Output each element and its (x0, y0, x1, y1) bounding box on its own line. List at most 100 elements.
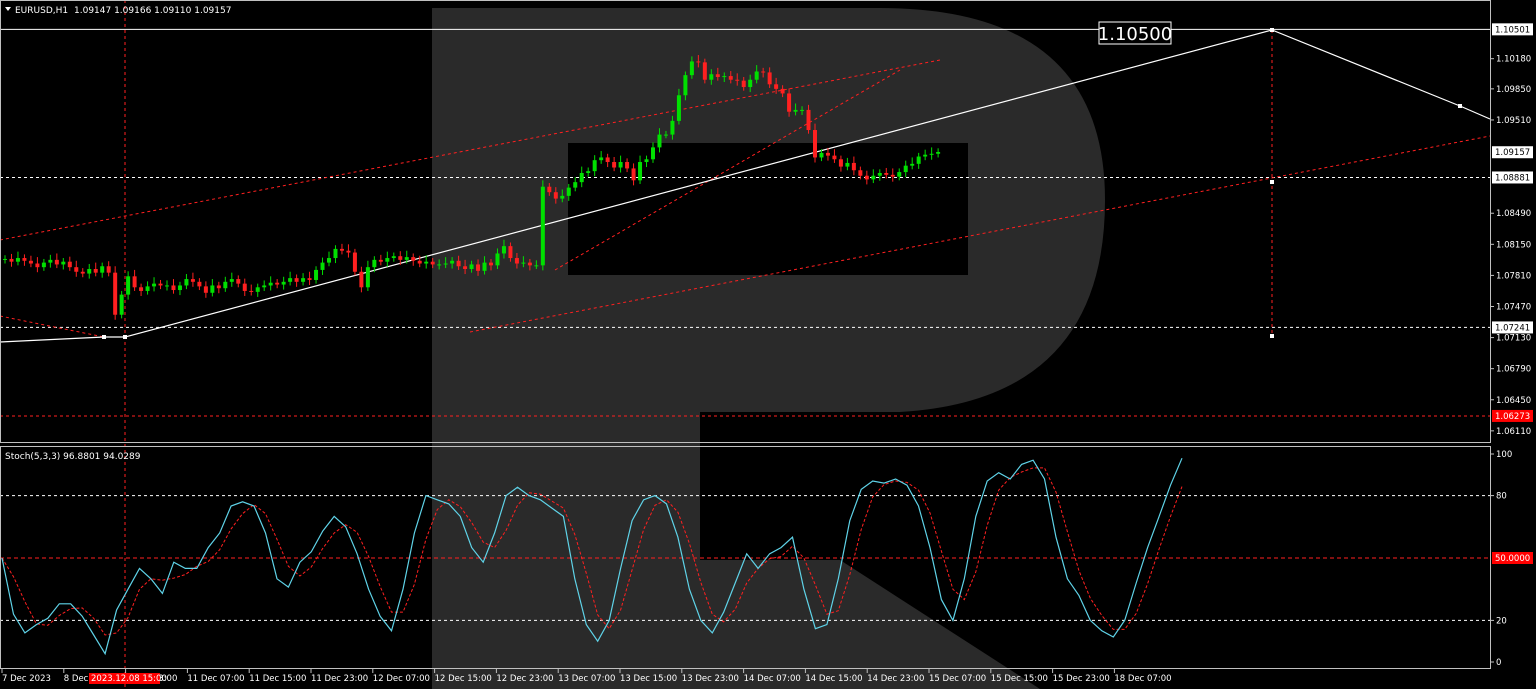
target-label-box (1098, 21, 1172, 45)
candle-body (35, 263, 40, 268)
candle-body (748, 79, 753, 88)
candle-body (437, 264, 442, 266)
candle-body (352, 252, 357, 272)
anchor-point (1270, 334, 1274, 338)
candle-body (793, 109, 798, 112)
price-marker-label: 1.06273 (1495, 412, 1530, 422)
candle-body (54, 259, 59, 265)
price-tick-label: 1.09850 (1496, 85, 1531, 95)
candle-body (424, 261, 429, 264)
stoch-level-marker: 50.0000 (1495, 554, 1530, 564)
candle-body (456, 260, 461, 267)
price-marker-box (1492, 146, 1533, 159)
price-marker-box (1492, 171, 1533, 184)
candle-body (327, 258, 331, 263)
candle-body (489, 262, 493, 266)
candle-body (884, 172, 889, 175)
time-tick-label: 15 Dec 07:00 (929, 674, 986, 684)
candle-body (106, 266, 111, 273)
time-tick-label: 13 Dec 15:00 (620, 674, 677, 684)
candle-body (398, 256, 403, 260)
candle-body (651, 147, 655, 160)
candle-body (100, 266, 105, 273)
time-tick-label: 11 Dec 23:00 (311, 674, 368, 684)
candle-body (482, 262, 487, 271)
candle-body (288, 278, 293, 282)
candle-body (139, 287, 144, 291)
time-tick-label: 18 Dec 07:00 (1114, 674, 1171, 684)
candle-body (411, 257, 416, 261)
candle-body (715, 74, 720, 77)
candle-body (249, 290, 254, 292)
price-tick-label: 1.06790 (1496, 365, 1531, 375)
candle-body (534, 265, 539, 267)
anchor-point (1270, 28, 1274, 32)
candle-body (378, 259, 383, 262)
time-tick-label: 12 Dec 23:00 (496, 674, 553, 684)
stochastic-axis: 100 80 20 0 50.0000 (1490, 450, 1533, 668)
price-marker-label: 1.07241 (1495, 323, 1530, 333)
candle-body (236, 279, 241, 284)
candle-body (80, 271, 85, 274)
candle-body (417, 260, 422, 264)
candle-body (670, 120, 675, 135)
candle-body (15, 258, 20, 262)
candle-body (359, 271, 364, 288)
price-panel (0, 0, 1491, 689)
stoch-tick-label: 80 (1496, 492, 1507, 502)
candle-body (28, 260, 33, 264)
candle-body (87, 269, 92, 274)
candle-body (871, 175, 876, 180)
candle-body (339, 248, 344, 251)
time-tick-label: 11 Dec 07:00 (187, 674, 244, 684)
price-tick-label: 1.06450 (1496, 396, 1531, 406)
candle-body (177, 285, 182, 291)
candle-body (689, 61, 694, 76)
time-tick-label: 8 Dec (64, 674, 89, 684)
forecast-line (0, 29, 1491, 343)
price-tick-label: 1.07810 (1496, 271, 1531, 281)
candle-body (903, 165, 908, 173)
candle-body (203, 286, 208, 293)
candle-body (825, 152, 830, 156)
candle-body (605, 157, 610, 163)
time-tick-label: 15 Dec 15:00 (991, 674, 1048, 684)
stochastic-label: Stoch(5,3,3) 96.8801 94.0289 (5, 452, 141, 462)
price-axis: 1.10180 1.09850 1.09510 1.08490 1.08150 1.078… (1490, 23, 1533, 437)
candle-body (184, 279, 189, 286)
candle-body (190, 279, 195, 282)
price-tick-label: 1.07130 (1496, 334, 1531, 344)
candle-body (631, 168, 636, 181)
candle-body (676, 95, 681, 121)
stoch-tick-label: 0 (1496, 658, 1501, 668)
candle-body (223, 281, 228, 289)
candle-body (838, 159, 843, 167)
price-marker-label: 1.08881 (1495, 173, 1530, 183)
chevron-down-icon[interactable] (5, 7, 11, 11)
candle-body (197, 281, 202, 287)
candle-body (612, 162, 617, 168)
candle-body (774, 84, 779, 89)
candle-body (722, 76, 727, 78)
candle-body (301, 278, 306, 282)
time-tick-label: 11 Dec 15:00 (249, 674, 306, 684)
candle-body (501, 246, 506, 254)
candle-body (916, 156, 921, 164)
stochastic-panel-frame (0, 446, 1491, 669)
candle-body (936, 151, 941, 154)
time-tick-label: 13 Dec 23:00 (682, 674, 739, 684)
candle-body (780, 88, 785, 94)
price-tick-label: 1.06110 (1496, 427, 1531, 437)
candle-body (404, 257, 409, 260)
candle-body (858, 170, 863, 176)
candle-body (514, 258, 519, 264)
candle-body (119, 294, 124, 315)
candle-body (599, 157, 604, 161)
fan-line (554, 69, 901, 271)
candle-body (683, 75, 688, 96)
candle-body (463, 266, 468, 270)
candle-body (657, 134, 662, 148)
candle-body (268, 282, 273, 286)
price-marker-box (1492, 23, 1533, 36)
